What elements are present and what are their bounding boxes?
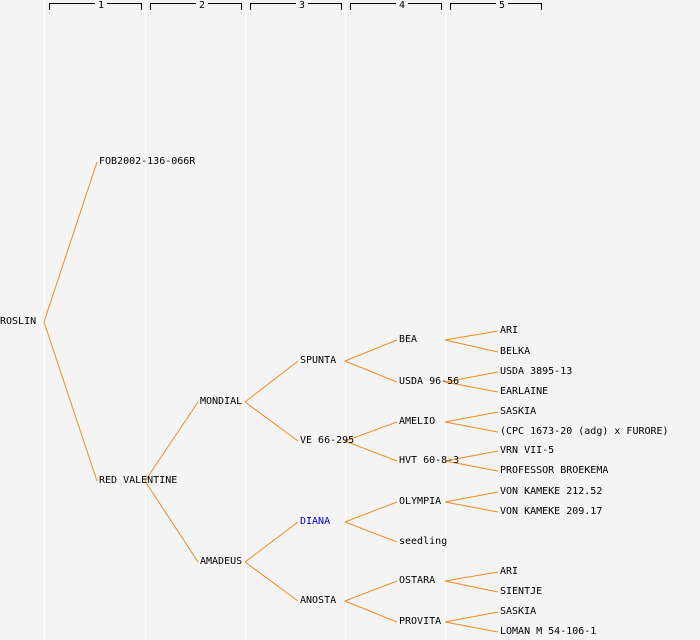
pedigree-edge-mondial-spunta bbox=[244, 360, 299, 403]
pedigree-edge-provita-saskia2 bbox=[444, 611, 499, 623]
node-label-ari2: ARI bbox=[500, 566, 519, 577]
pedigree-edge-redval-amadeus bbox=[144, 480, 199, 563]
generation-number: 1 bbox=[94, 0, 108, 11]
generation-number: 4 bbox=[395, 0, 409, 11]
pedigree-edge-mondial-ve66 bbox=[244, 401, 299, 442]
node-label-loman: LOMAN M 54-106-1 bbox=[500, 626, 597, 637]
pedigree-edge-redval-mondial bbox=[144, 401, 199, 482]
generation-number: 2 bbox=[195, 0, 209, 11]
pedigree-edge-ostara-sientje bbox=[444, 580, 499, 593]
pedigree-edge-usda9656-earlaine bbox=[444, 381, 499, 393]
node-label-provita: PROVITA bbox=[399, 616, 442, 627]
node-label-ostara: OSTARA bbox=[399, 575, 436, 586]
pedigree-edge-hvt-vrn bbox=[444, 450, 499, 462]
pedigree-edge-amelio-cpc bbox=[444, 421, 499, 433]
pedigree-edge-provita-loman bbox=[444, 621, 499, 633]
pedigree-edge-ve66-hvt bbox=[344, 440, 398, 462]
node-label-vk20917: VON KAMEKE 209.17 bbox=[500, 506, 603, 517]
pedigree-edge-spunta-usda9656 bbox=[344, 360, 398, 383]
node-label-bea: BEA bbox=[399, 334, 418, 345]
node-label-ve66: VE 66-295 bbox=[300, 435, 355, 446]
node-label-anosta: ANOSTA bbox=[300, 595, 337, 606]
pedigree-edge-diana-seedling bbox=[344, 521, 398, 543]
node-label-roslin: ROSLIN bbox=[0, 316, 37, 327]
node-label-belka: BELKA bbox=[500, 346, 531, 357]
node-label-vrn: VRN VII-5 bbox=[500, 445, 555, 456]
pedigree-edge-ve66-amelio bbox=[344, 421, 398, 442]
node-label-earlaine: EARLAINE bbox=[500, 386, 549, 397]
pedigree-edge-amadeus-diana bbox=[244, 521, 299, 563]
generation-number: 5 bbox=[495, 0, 509, 11]
node-label-usda9656: USDA 96-56 bbox=[399, 376, 460, 387]
node-label-amelio: AMELIO bbox=[399, 416, 436, 427]
generation-ruler: 1 2 3 4 5 bbox=[0, 0, 700, 16]
generation-number: 3 bbox=[295, 0, 309, 11]
node-label-amadeus: AMADEUS bbox=[200, 556, 243, 567]
node-label-diana[interactable]: DIANA bbox=[300, 516, 331, 527]
node-label-cpc: (CPC 1673-20 (adg) x FURORE) bbox=[500, 426, 669, 437]
node-label-ari1: ARI bbox=[500, 325, 519, 336]
pedigree-edge-anosta-ostara bbox=[344, 580, 398, 602]
node-label-olympia: OLYMPIA bbox=[399, 496, 442, 507]
node-label-sientje: SIENTJE bbox=[500, 586, 543, 597]
pedigree-edge-usda9656-usda3895 bbox=[444, 371, 499, 383]
pedigree-edge-olympia-vk21252 bbox=[444, 491, 499, 503]
node-label-saskia2: SASKIA bbox=[500, 606, 537, 617]
pedigree-edge-ostara-ari2 bbox=[444, 571, 499, 582]
pedigree-edge-anosta-provita bbox=[344, 600, 398, 623]
node-label-fob: FOB2002-136-066R bbox=[99, 156, 196, 167]
pedigree-edge-spunta-bea bbox=[344, 339, 398, 362]
node-label-vk21252: VON KAMEKE 212.52 bbox=[500, 486, 603, 497]
node-label-broekema: PROFESSOR BROEKEMA bbox=[500, 465, 609, 476]
node-label-hvt: HVT 60-8-3 bbox=[399, 455, 460, 466]
pedigree-edge-roslin-redval bbox=[43, 321, 98, 482]
pedigree-edge-bea-belka bbox=[444, 339, 499, 353]
pedigree-edge-bea-ari1 bbox=[444, 330, 499, 341]
node-label-seedling: seedling bbox=[399, 536, 448, 547]
pedigree-edge-roslin-fob bbox=[43, 161, 98, 323]
pedigree-edge-diana-olympia bbox=[344, 501, 398, 523]
node-label-redval: RED VALENTINE bbox=[99, 475, 178, 486]
node-label-usda3895: USDA 3895-13 bbox=[500, 366, 573, 377]
node-label-spunta: SPUNTA bbox=[300, 355, 337, 366]
node-label-mondial: MONDIAL bbox=[200, 396, 243, 407]
pedigree-edge-amelio-saskia1 bbox=[444, 411, 499, 423]
pedigree-edge-amadeus-anosta bbox=[244, 561, 299, 602]
pedigree-edge-hvt-broekema bbox=[444, 460, 499, 472]
node-label-saskia1: SASKIA bbox=[500, 406, 537, 417]
pedigree-edge-olympia-vk20917 bbox=[444, 501, 499, 513]
